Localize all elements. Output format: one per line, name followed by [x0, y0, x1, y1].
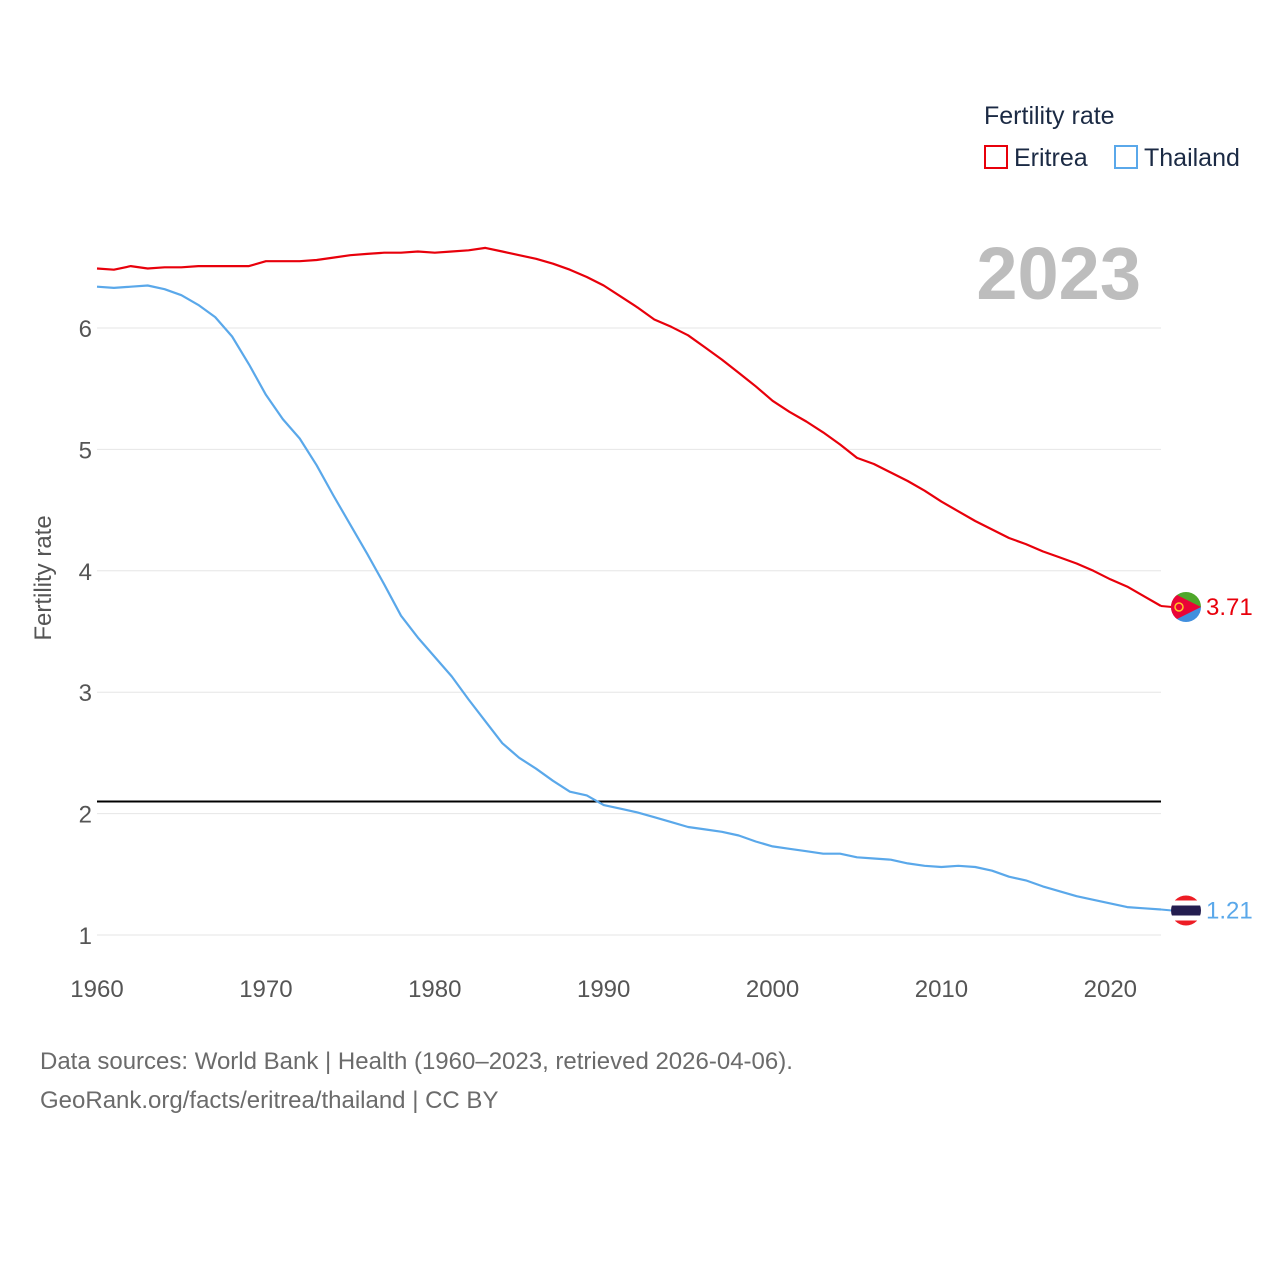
legend-swatch-thailand [1114, 145, 1138, 169]
series-line-eritrea[interactable] [96, 246, 1162, 607]
legend-item-eritrea[interactable]: Eritrea [984, 144, 1088, 172]
year-watermark: 2023 [976, 232, 1141, 315]
thailand-flag-icon [1171, 895, 1201, 926]
x-tick-label: 1980 [408, 976, 461, 1003]
chart-footer: Data sources: World Bank | Health (1960–… [40, 1042, 793, 1120]
series-end-markers: 3.71 1.21 [1160, 592, 1253, 926]
x-tick-label: 2010 [915, 976, 968, 1003]
series-lines [96, 246, 1162, 911]
legend-label-thailand: Thailand [1144, 144, 1240, 172]
end-value-label-eritrea: 3.71 [1206, 594, 1253, 621]
legend-title: Fertility rate [984, 102, 1115, 130]
y-tick-label: 6 [79, 316, 92, 343]
legend-item-thailand[interactable]: Thailand [1114, 144, 1240, 172]
x-tick-label: 1990 [577, 976, 630, 1003]
connector-thailand [1160, 908, 1173, 912]
x-tick-label: 1970 [239, 976, 292, 1003]
legend-label-eritrea: Eritrea [1014, 144, 1088, 172]
legend: Fertility rate Eritrea Thailand [984, 102, 1240, 172]
y-tick-label: 2 [79, 802, 92, 829]
source-link[interactable]: GeoRank.org/facts/eritrea/thailand | CC … [40, 1087, 499, 1114]
y-tick-label: 3 [79, 680, 92, 707]
y-tick-label: 4 [79, 559, 92, 586]
gridlines [97, 327, 1161, 936]
end-value-label-thailand: 1.21 [1206, 898, 1253, 925]
connector-eritrea [1160, 605, 1173, 609]
y-tick-label: 1 [79, 923, 92, 950]
x-tick-label: 2000 [746, 976, 799, 1003]
legend-swatch-eritrea [984, 145, 1008, 169]
y-tick-label: 5 [79, 437, 92, 464]
x-tick-label: 2020 [1084, 976, 1137, 1003]
x-tick-label: 1960 [70, 976, 123, 1003]
eritrea-flag-icon [1171, 592, 1201, 623]
x-axis-ticks: 1960 1970 1980 1990 2000 2010 2020 [70, 976, 1137, 1003]
series-line-thailand[interactable] [96, 284, 1162, 911]
y-axis-ticks: 1 2 3 4 5 6 [79, 316, 92, 950]
data-sources-text: Data sources: World Bank | Health (1960–… [40, 1048, 793, 1075]
y-axis-title: Fertility rate [30, 515, 57, 640]
